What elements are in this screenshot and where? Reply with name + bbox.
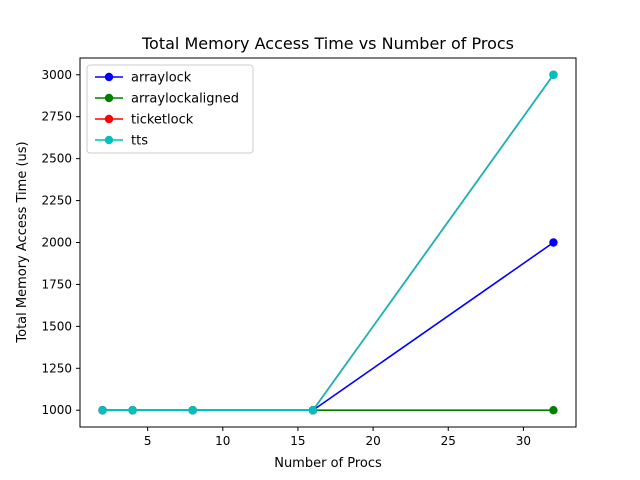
x-tick-label: 25 — [441, 434, 456, 448]
data-point-tts — [128, 406, 137, 415]
series-tts — [98, 70, 558, 415]
legend-marker-swatch — [104, 135, 114, 145]
y-tick-label: 3000 — [41, 68, 72, 82]
legend-label: ticketlock — [131, 113, 194, 128]
legend-label: arraylock — [131, 71, 192, 86]
legend-entry: arraylock — [95, 71, 192, 86]
legend-marker-swatch — [104, 114, 114, 124]
y-tick-label: 2000 — [41, 236, 72, 250]
y-tick-label: 1000 — [41, 403, 72, 417]
x-tick-label: 5 — [144, 434, 152, 448]
data-point-tts — [98, 406, 107, 415]
legend-entry: arraylockaligned — [95, 92, 239, 107]
legend-label: arraylockaligned — [131, 92, 239, 107]
legend-marker-swatch — [104, 72, 114, 82]
legend-entry: tts — [95, 134, 148, 149]
y-tick-label: 1500 — [41, 319, 72, 333]
legend-marker-swatch — [104, 93, 114, 103]
x-tick-label: 30 — [516, 434, 531, 448]
x-tick-label: 20 — [365, 434, 380, 448]
y-tick-label: 2250 — [41, 194, 72, 208]
y-tick-label: 2500 — [41, 152, 72, 166]
data-point-arraylock — [549, 238, 558, 247]
data-point-arraylockaligned — [549, 406, 558, 415]
y-tick-label: 2750 — [41, 110, 72, 124]
legend-label: tts — [131, 134, 148, 149]
y-tick-label: 1750 — [41, 277, 72, 291]
x-tick-label: 10 — [215, 434, 230, 448]
data-point-tts — [188, 406, 197, 415]
legend-entry: ticketlock — [95, 113, 194, 128]
y-axis-label: Total Memory Access Time (us) — [15, 141, 30, 343]
x-tick-label: 15 — [290, 434, 305, 448]
y-tick-label: 1250 — [41, 361, 72, 375]
legend-box — [86, 64, 254, 154]
data-point-tts — [308, 406, 318, 415]
chart-title: Total Memory Access Time vs Number of Pr… — [141, 34, 514, 53]
legend: arraylock arraylockaligned ticketlock tts — [86, 64, 254, 154]
data-point-tts — [549, 70, 558, 79]
x-axis-label: Number of Procs — [274, 456, 382, 471]
